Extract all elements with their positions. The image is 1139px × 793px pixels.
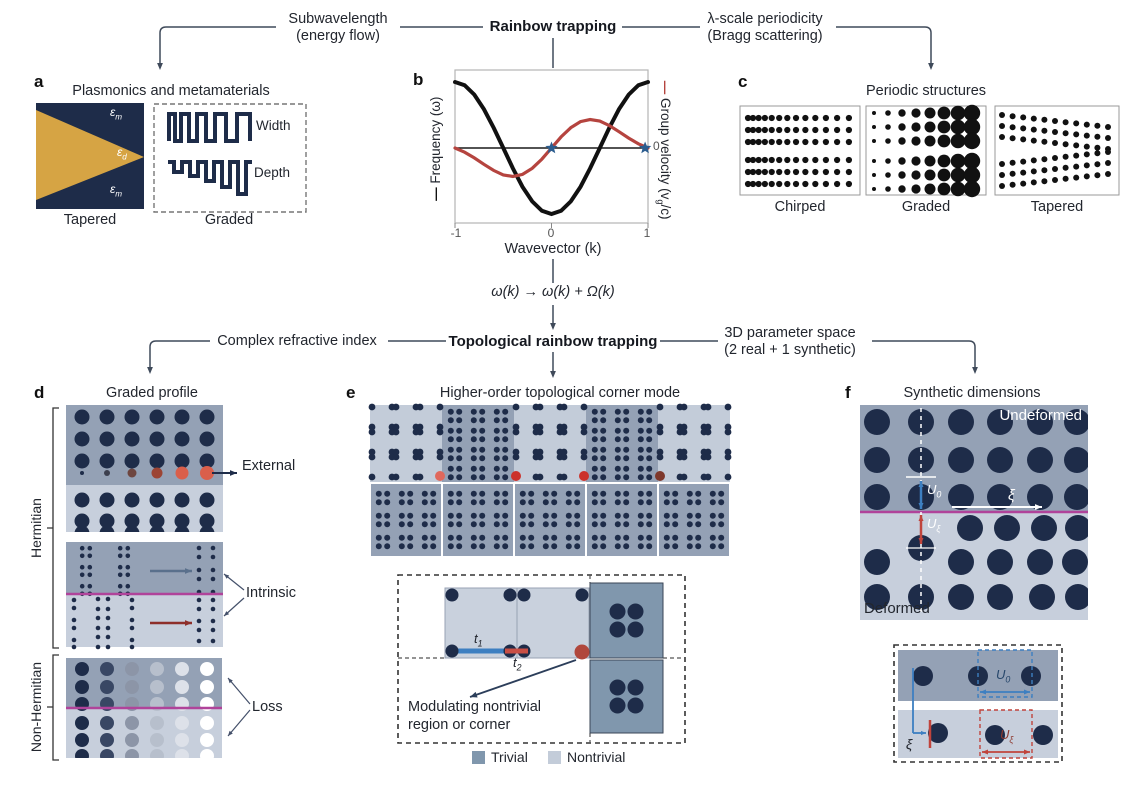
panel-d-graphic [47,405,251,761]
undeformed-label: Undeformed [999,407,1082,424]
panel-f-bottom-diagram [893,644,1063,763]
vg-legend-dash: — [658,80,674,95]
t2-hopping-label: t2 [513,655,522,673]
panel-e-letter: e [346,383,356,402]
panel-a-letter: a [34,72,44,91]
dispersion-transform-formula: ω(k) → ω(k) + Ω(k) [491,284,615,300]
corner-note-line1: Modulating nontrivial [408,699,541,715]
panel-b-letter: b [413,70,424,89]
epsilon-m-top-label: εm [110,105,123,122]
header2-left: Complex refractive index [217,333,377,349]
epsilon-d-label: εd [117,145,127,162]
deformed-label: Deformed [864,600,930,617]
legend-trivial-label: Trivial [491,749,528,765]
panel-d-letter: d [34,383,45,402]
x-tick-1: 1 [643,226,651,240]
panel-f-title: Synthetic dimensions [903,385,1041,401]
u0-displacement-label: U0 [927,482,942,500]
header2-right-line1: 3D parameter space [724,325,856,341]
y-axis-label-frequency: — Frequency (ω) [428,96,444,201]
graded-caption: Graded [204,212,254,228]
header1-left-line1: Subwavelength [288,11,388,27]
x-tick-minus1: -1 [450,226,462,240]
panel-c-title: Periodic structures [865,83,987,99]
panel-e-zoom-box [397,574,686,764]
right-axis-zero-label: 0 [653,139,660,153]
t1-hopping-label: t1 [474,631,483,649]
panel-c-graphic [739,104,1120,198]
graded-structure-caption: Graded [901,199,951,215]
uxi-displacement-label: Uξ [927,516,941,534]
header1-connectors [157,26,934,70]
epsilon-m-bottom-label: εm [110,182,123,199]
x-axis-label: Wavevector (k) [504,241,602,257]
xi-bottom-label: ξ [906,736,913,752]
panel-d-box1-dots [74,409,215,532]
panel-a-title: Plasmonics and metamaterials [72,83,270,99]
external-annotation: External [242,458,296,474]
loss-annotation: Loss [252,699,283,715]
header2-center-title: Topological rainbow trapping [448,333,658,350]
panel-b-plot [453,69,652,283]
tapered-structure-caption: Tapered [1030,199,1084,215]
freq-legend-dash: — [428,187,444,201]
corner-note-line2: region or corner [408,717,511,733]
panel-a-graphic [36,103,307,213]
curve-frequency [453,80,650,217]
panel-f-letter: f [845,383,851,402]
header1-right-line1: λ-scale periodicity [707,11,823,27]
header1-left-line2: (energy flow) [296,28,380,44]
non-hermitian-bracket-label: Non-Hermitian [27,661,44,753]
panel-e-title: Higher-order topological corner mode [439,385,681,401]
width-label: Width [256,118,291,133]
chirped-caption: Chirped [774,199,826,215]
x-tick-0: 0 [547,226,555,240]
panel-d-box2-dots [71,545,216,650]
intrinsic-annotation: Intrinsic [246,585,296,601]
header2-right-line2: (2 real + 1 synthetic) [724,342,856,358]
panel-f-dots [864,409,1088,610]
panel-d-title: Graded profile [106,385,198,401]
tapered-caption: Tapered [63,212,117,228]
u0-bottom-label: U0 [996,667,1011,685]
depth-label: Depth [254,165,291,180]
header2-connectors [147,305,978,378]
legend-nontrivial-label: Nontrivial [567,749,626,765]
xi-axis-label: ξ [1008,487,1015,504]
header1-right-line2: (Bragg scattering) [707,28,823,44]
panel-e-graphic [368,403,732,556]
panel-f-graphic [860,405,1088,620]
hermitian-bracket-label: Hermitian [27,498,44,558]
panel-c-letter: c [738,72,748,91]
uxi-bottom-label: Uξ [1000,727,1014,745]
header1-center-title: Rainbow trapping [489,18,617,35]
